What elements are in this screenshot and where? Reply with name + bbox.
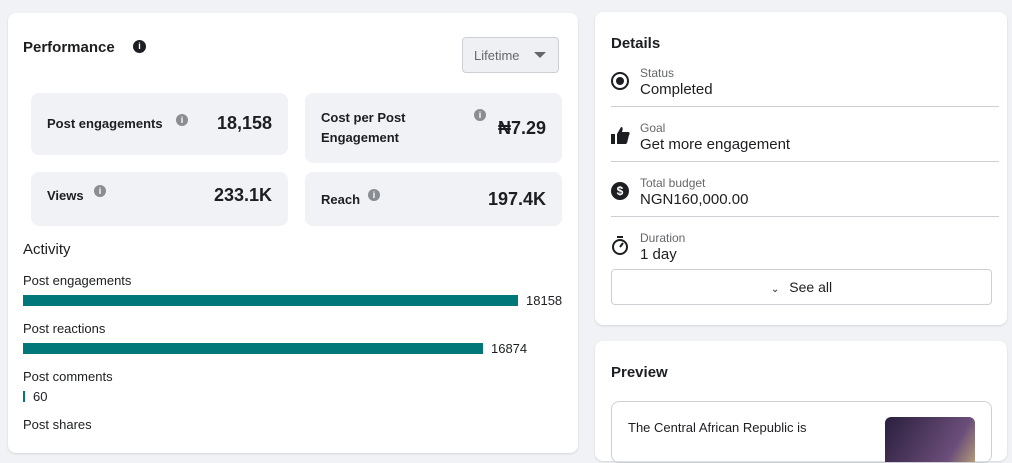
details-title: Details — [611, 35, 661, 52]
see-all-label: See all — [789, 279, 833, 295]
svg-text:$: $ — [617, 184, 624, 198]
info-icon[interactable]: i — [368, 189, 380, 201]
performance-title: Performance — [23, 39, 115, 56]
dropdown-arrow — [534, 52, 546, 58]
detail-value: 1 day — [640, 246, 677, 263]
detail-value: Completed — [640, 81, 713, 98]
activity-label: Post shares — [23, 417, 92, 432]
chevron-icon: ⌄ — [770, 284, 780, 295]
preview-title: Preview — [611, 364, 668, 381]
metric-tile: Views i 233.1K — [31, 172, 288, 226]
info-icon[interactable]: i — [94, 185, 106, 197]
info-icon[interactable]: i — [176, 114, 188, 126]
info-icon[interactable]: i — [133, 40, 146, 53]
detail-label: Status — [640, 66, 675, 80]
detail-label: Goal — [640, 121, 666, 135]
metric-value: 233.1K — [213, 185, 272, 205]
separator — [611, 161, 999, 162]
activity-bar — [23, 295, 518, 306]
metric-label: Cost per Post Engagement — [321, 110, 406, 145]
activity-title: Activity — [23, 241, 71, 258]
separator — [611, 106, 999, 107]
detail-label: Duration — [640, 231, 686, 245]
detail-icons: $ — [611, 72, 630, 255]
activity-value: 60 — [33, 389, 48, 404]
metric-value: 197.4K — [487, 189, 546, 209]
detail-label: Total budget — [640, 176, 706, 190]
detail-value: NGN160,000.00 — [640, 191, 749, 208]
info-icon[interactable]: i — [474, 109, 486, 121]
metric-tile: Post engagements i 18,158 — [31, 93, 288, 155]
metric-label: Reach — [321, 192, 361, 207]
filter-dropdown[interactable]: Lifetime — [462, 37, 559, 73]
page: Performance i Lifetime Post engagements … — [8, 12, 1007, 463]
activity-value: 16874 — [490, 341, 528, 356]
preview-image — [885, 417, 975, 462]
activity-bar — [23, 343, 483, 354]
metric-tile: Cost per Post Engagement i ₦7.29 — [305, 93, 562, 163]
metric-value: 18,158 — [216, 113, 272, 133]
activity-value: 18158 — [526, 293, 563, 308]
activity-label: Post comments — [23, 369, 113, 384]
metric-label: Post engagements — [47, 116, 163, 131]
metric-value: ₦7.29 — [497, 118, 546, 138]
details-card — [595, 12, 1007, 325]
activity-bar — [23, 391, 25, 402]
detail-value: Get more engagement — [640, 136, 791, 153]
see-all-button[interactable]: ⌄ See all — [611, 269, 992, 305]
activity-label: Post engagements — [23, 273, 132, 288]
metric-label: Views — [47, 188, 84, 203]
metric-tile: Reach i 197.4K — [305, 172, 562, 226]
preview-box: The Central African Republic is — [611, 401, 992, 463]
filter-label: Lifetime — [474, 48, 520, 63]
separator — [611, 216, 999, 217]
preview-text: The Central African Republic is — [628, 420, 807, 435]
performance-card — [8, 13, 578, 453]
activity-label: Post reactions — [23, 321, 106, 336]
